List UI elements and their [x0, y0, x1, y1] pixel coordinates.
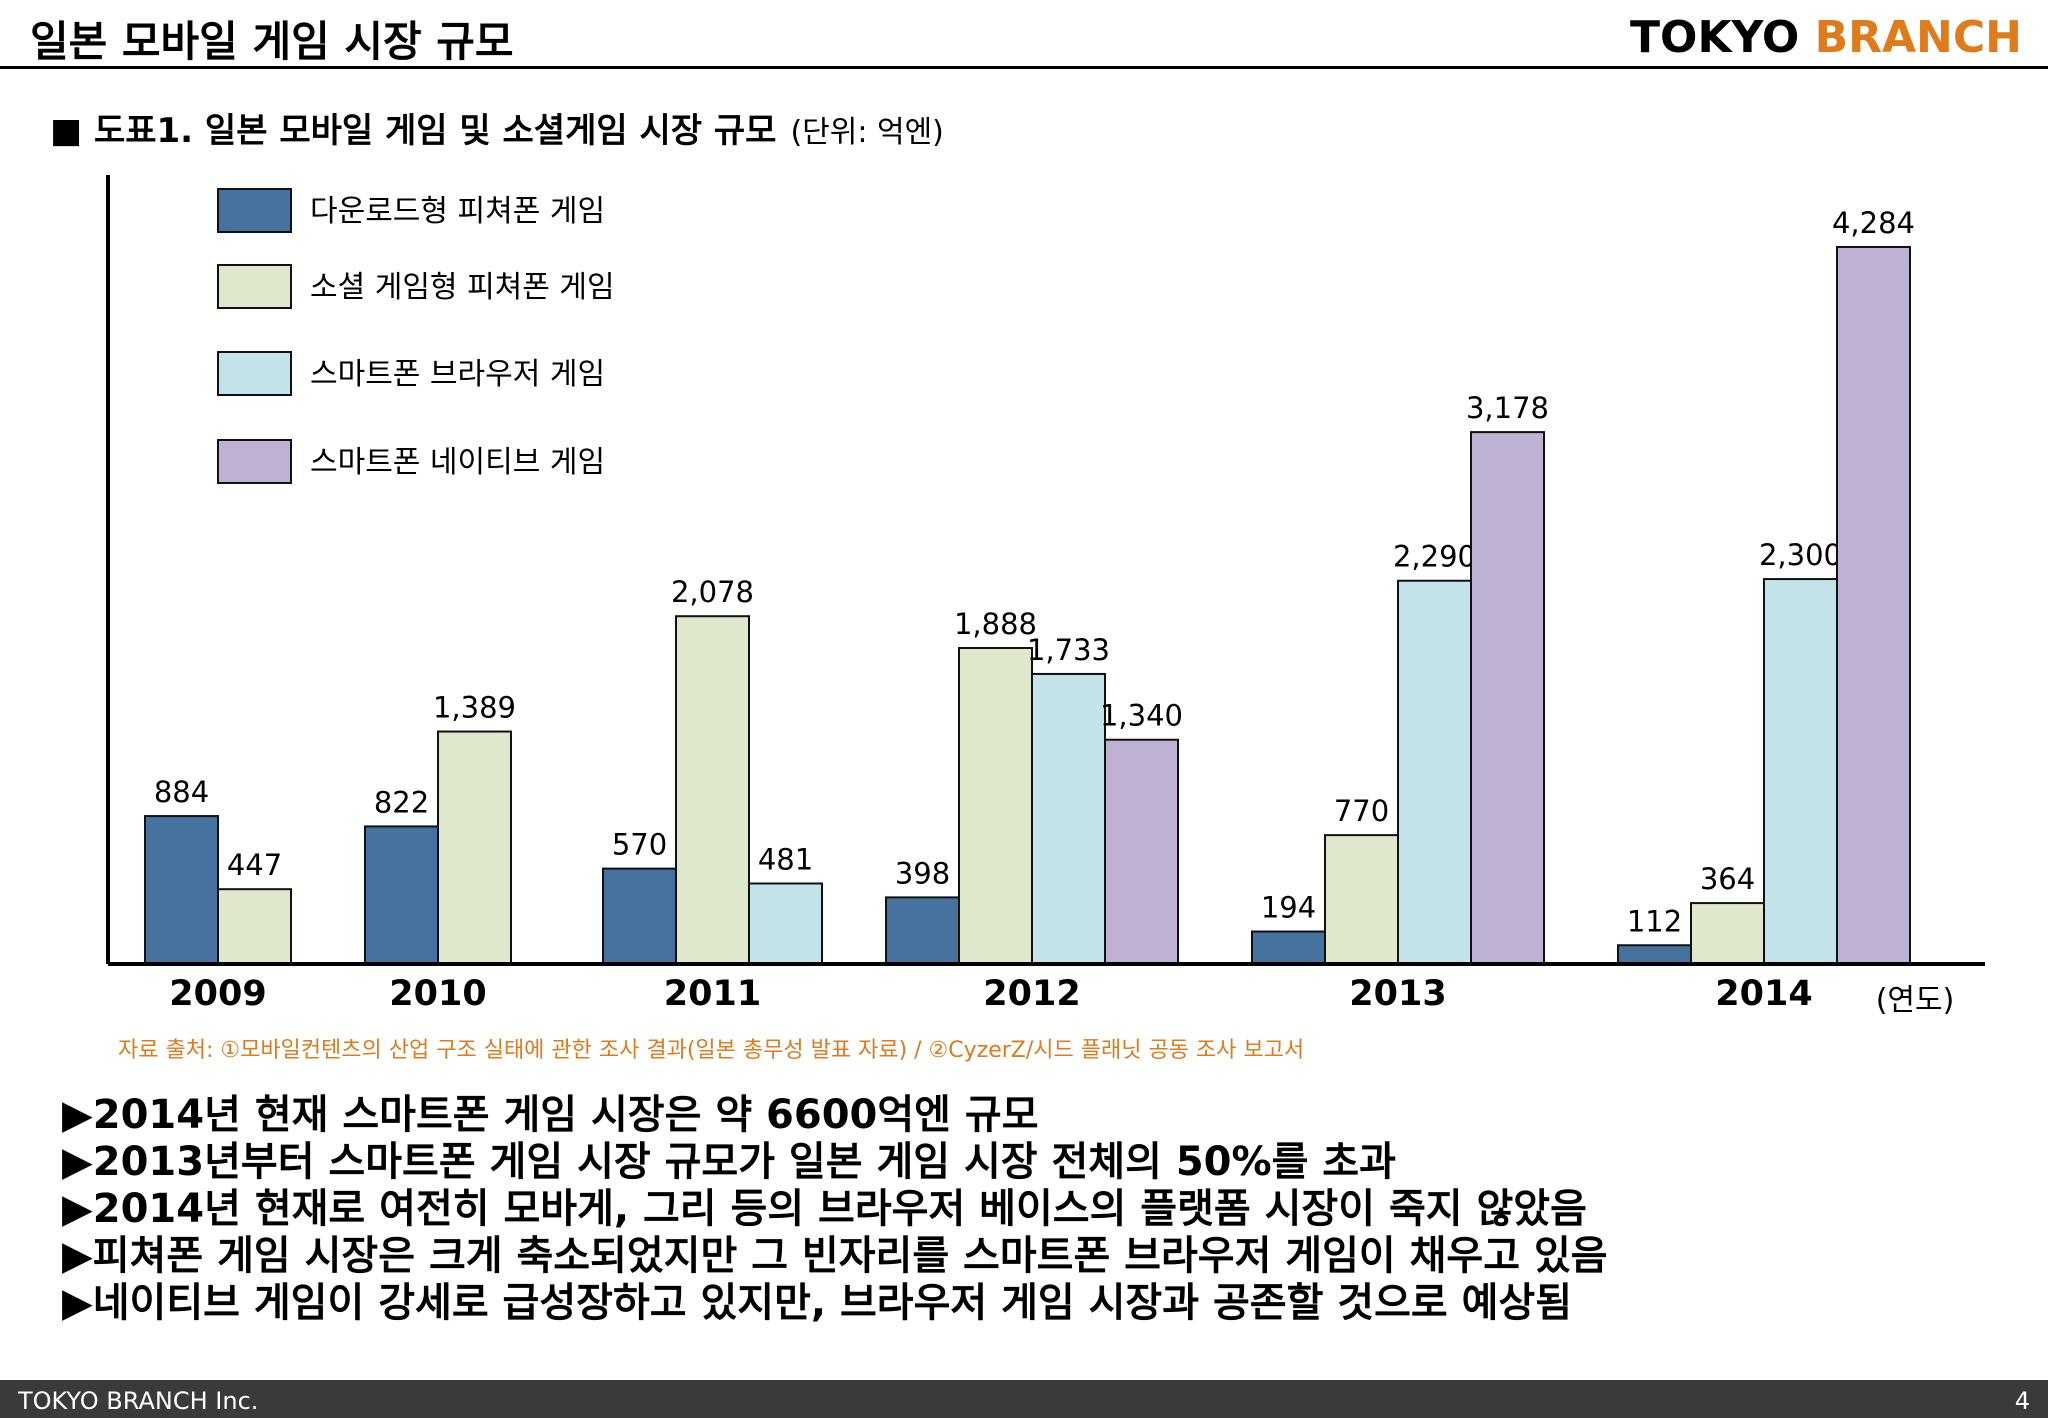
data-label: 112	[1627, 904, 1682, 938]
x-axis-unit-label: (연도)	[1876, 983, 1955, 1018]
data-label: 398	[895, 856, 950, 890]
legend-label: 다운로드형 피쳐폰 게임	[310, 194, 605, 229]
x-tick-label: 2014	[1715, 974, 1812, 1014]
figure-title: ■ 도표1. 일본 모바일 게임 및 소셜게임 시장 규모 (단위: 억엔)	[50, 103, 944, 152]
title-divider	[0, 66, 2048, 69]
bullet-item: ▶2014년 현재 스마트폰 게임 시장은 약 6600억엔 규모	[62, 1092, 1039, 1138]
bar-2014-series1	[1617, 944, 1692, 965]
bar-chart: 884 822 570 398 194 112 447 1,389 2,078 1,888 770 3…	[106, 175, 1985, 1018]
bullet-item: ▶2013년부터 스마트폰 게임 시장 규모가 일본 게임 시장 전체의 50%…	[62, 1139, 1396, 1185]
data-label: 481	[758, 842, 813, 876]
legend-label: 스마트폰 브라우저 게임	[310, 357, 605, 392]
bar-2013-series3	[1397, 579, 1472, 965]
x-tick-label: 2009	[169, 974, 266, 1014]
x-tick-label: 2010	[389, 974, 486, 1014]
bullet-item: ▶네이티브 게임이 강세로 급성장하고 있지만, 브라우저 게임 시장과 공존할…	[62, 1280, 1573, 1326]
data-label: 884	[154, 775, 209, 809]
data-label: 770	[1334, 794, 1389, 828]
bar-2014-series4	[1836, 246, 1911, 965]
data-label: 2,300	[1759, 538, 1842, 572]
data-label: 2,078	[671, 575, 754, 609]
bar-2011-series1	[602, 867, 677, 965]
legend-label: 소셜 게임형 피쳐폰 게임	[310, 270, 615, 305]
data-label: 822	[374, 785, 429, 819]
legend-label: 스마트폰 네이티브 게임	[310, 445, 605, 480]
brand-word-tokyo: TOKYO	[1630, 12, 1800, 63]
bar-2011-series3	[748, 882, 823, 966]
bar-2012-series4	[1104, 738, 1179, 965]
legend-swatch	[217, 188, 292, 233]
page-title: 일본 모바일 게임 시장 규모	[30, 17, 514, 66]
bar-2012-series2	[958, 647, 1033, 966]
data-label: 3,178	[1466, 391, 1549, 425]
source-note: 자료 출처: ①모바일컨텐츠의 산업 구조 실태에 관한 조사 결과(일본 총무…	[118, 1038, 1305, 1063]
bar-2010-series1	[364, 825, 439, 966]
figure-unit: (단위: 억엔)	[790, 115, 944, 150]
bar-2011-series2	[675, 615, 750, 965]
bullet-item: ▶피쳐폰 게임 시장은 크게 축소되었지만 그 빈자리를 스마트폰 브라우저 게…	[62, 1233, 1608, 1279]
data-label: 447	[227, 848, 282, 882]
data-label: 1,340	[1100, 699, 1183, 733]
x-tick-label: 2012	[983, 974, 1080, 1014]
footer-company: TOKYO BRANCH Inc.	[18, 1387, 259, 1415]
bar-2009-series1	[144, 815, 219, 965]
data-label: 570	[612, 828, 667, 862]
bar-2013-series1	[1251, 930, 1326, 966]
data-label: 194	[1261, 891, 1316, 925]
data-label: 4,284	[1832, 206, 1915, 240]
footer-bar: TOKYO BRANCH Inc. 4	[0, 1380, 2048, 1418]
legend-swatch	[217, 264, 292, 309]
bar-2013-series2	[1324, 834, 1399, 965]
bar-2012-series3	[1031, 672, 1106, 965]
legend-swatch	[217, 439, 292, 484]
x-tick-label: 2011	[664, 974, 761, 1014]
legend-swatch	[217, 351, 292, 396]
bar-2009-series2	[217, 888, 292, 965]
bar-2012-series1	[885, 896, 960, 965]
bar-2013-series4	[1470, 431, 1545, 965]
bar-2014-series3	[1763, 578, 1838, 965]
x-tick-label: 2013	[1349, 974, 1446, 1014]
page-number: 4	[2014, 1387, 2030, 1415]
bullet-list: ▶2014년 현재 스마트폰 게임 시장은 약 6600억엔 규모 ▶2013년…	[62, 1092, 1608, 1327]
brand-word-branch: BRANCH	[1814, 12, 2022, 63]
bullet-item: ▶2014년 현재로 여전히 모바게, 그리 등의 브라우저 베이스의 플랫폼 …	[62, 1186, 1587, 1232]
data-label: 364	[1700, 862, 1755, 896]
figure-title-text: ■ 도표1. 일본 모바일 게임 및 소셜게임 시장 규모	[50, 111, 777, 151]
data-label: 1,389	[433, 691, 516, 725]
bar-2010-series2	[437, 730, 512, 965]
data-label: 1,888	[954, 607, 1037, 641]
bar-2014-series2	[1690, 902, 1765, 965]
data-label: 2,290	[1393, 540, 1476, 574]
brand-logo: TOKYO BRANCH	[1630, 12, 2022, 63]
data-label: 1,733	[1027, 633, 1110, 667]
